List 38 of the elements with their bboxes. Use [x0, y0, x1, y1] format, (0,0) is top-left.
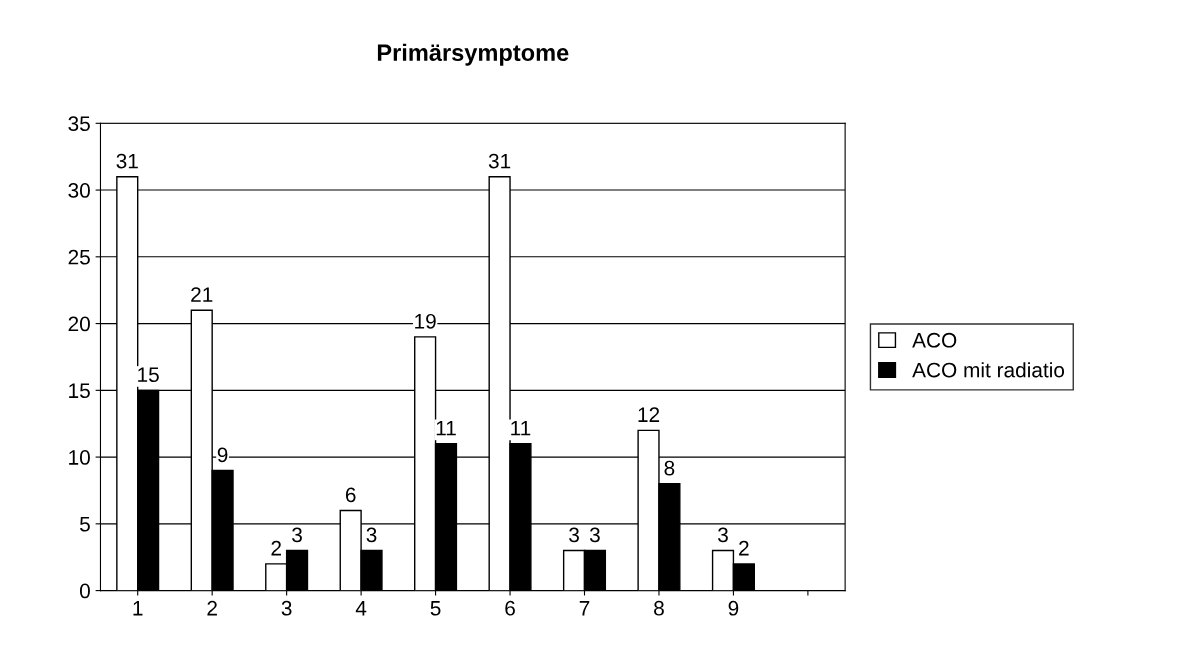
data-label: 3 — [292, 527, 302, 543]
x-tick-label: 4 — [355, 601, 367, 616]
data-label: 8 — [664, 460, 675, 476]
y-tick-label: 25 — [68, 249, 90, 265]
data-label: 31 — [488, 153, 511, 169]
x-tick-label: 6 — [505, 600, 515, 616]
x-tick-label: 3 — [281, 600, 292, 616]
x-tick-label: 7 — [579, 601, 590, 616]
y-tick-label: 20 — [68, 316, 90, 332]
data-label: 3 — [718, 527, 728, 543]
data-label: 3 — [569, 527, 579, 543]
x-tick-label: 9 — [728, 600, 739, 616]
data-label: 3 — [589, 527, 600, 543]
data-label: 12 — [638, 407, 660, 422]
data-label: 3 — [366, 527, 377, 543]
data-label: 31 — [116, 153, 138, 169]
data-label: 6 — [345, 487, 356, 503]
y-tick-label: 5 — [80, 517, 90, 532]
data-label: 19 — [415, 313, 436, 329]
y-tick-label: 35 — [68, 116, 90, 132]
legend-label: ACO mit radiatio — [912, 362, 1065, 378]
x-tick-label: 8 — [654, 600, 664, 616]
chart-title: Primärsymptome — [377, 43, 569, 66]
data-label: 2 — [271, 540, 281, 556]
data-label: 2 — [739, 540, 749, 556]
y-tick-label: 0 — [79, 583, 90, 599]
y-tick-label: 30 — [68, 183, 90, 198]
x-tick-label: 2 — [207, 600, 217, 616]
data-label: 9 — [217, 447, 228, 463]
data-label: 15 — [138, 367, 159, 383]
data-label: 11 — [511, 420, 531, 436]
y-tick-label: 10 — [69, 450, 90, 465]
data-label: 11 — [436, 420, 456, 436]
data-label: 21 — [191, 287, 213, 302]
x-tick-label: 1 — [133, 601, 143, 616]
y-tick-label: 15 — [69, 383, 90, 399]
legend-label: ACO — [912, 332, 957, 348]
x-tick-label: 5 — [430, 601, 441, 616]
